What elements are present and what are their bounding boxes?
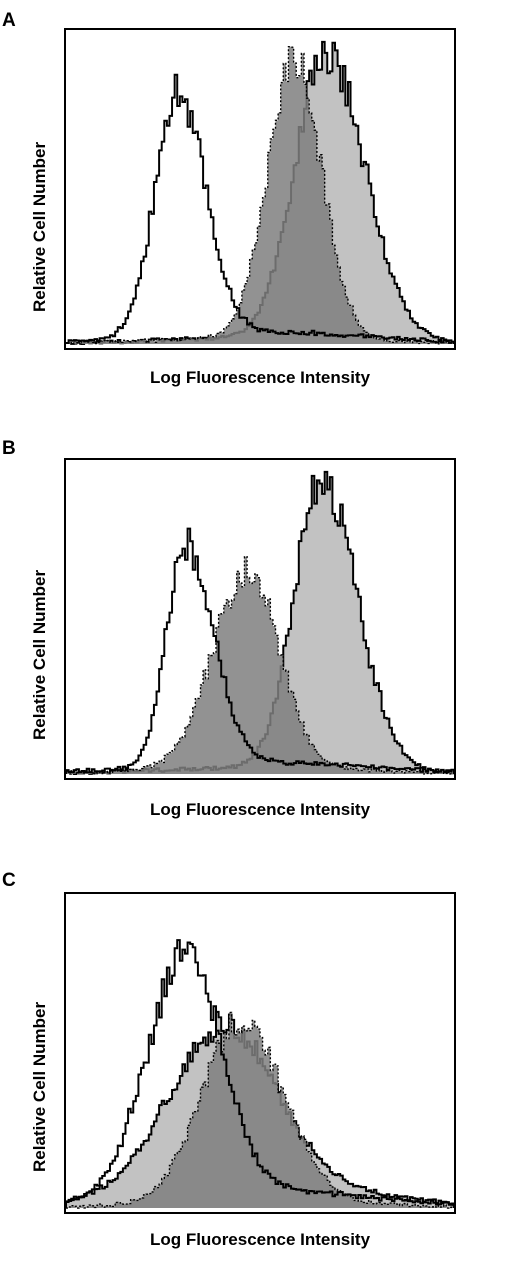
histogram-series-open-solid	[66, 527, 454, 775]
y-axis-label: Relative Cell Number	[30, 569, 49, 740]
y-axis-label: Relative Cell Number	[30, 1001, 49, 1172]
panel-a: A Relative Cell Number Log Fluorescence …	[0, 10, 520, 400]
histogram-plot	[64, 458, 456, 780]
panel-letter: B	[2, 438, 16, 459]
histogram-svg	[66, 470, 454, 776]
histogram-series-dark-fill-dotted	[66, 45, 454, 345]
panel-letter: C	[2, 870, 16, 891]
histogram-series-open-solid	[66, 939, 454, 1209]
x-axis-label: Log Fluorescence Intensity	[149, 1230, 371, 1249]
histogram-plot	[64, 28, 456, 350]
histogram-series-dark-fill-dotted	[66, 1011, 454, 1209]
histogram-svg	[66, 40, 454, 346]
x-axis-label: Log Fluorescence Intensity	[149, 368, 371, 387]
histogram-svg	[66, 939, 454, 1209]
panel-letter: A	[2, 10, 16, 31]
histogram-series-open-solid	[66, 73, 454, 345]
panel-c: C Relative Cell Number Log Fluorescence …	[0, 870, 520, 1260]
panel-b: B Relative Cell Number Log Fluorescence …	[0, 438, 520, 828]
x-axis-label: Log Fluorescence Intensity	[149, 800, 371, 819]
y-axis-label: Relative Cell Number	[30, 141, 49, 312]
histogram-plot	[64, 892, 456, 1214]
